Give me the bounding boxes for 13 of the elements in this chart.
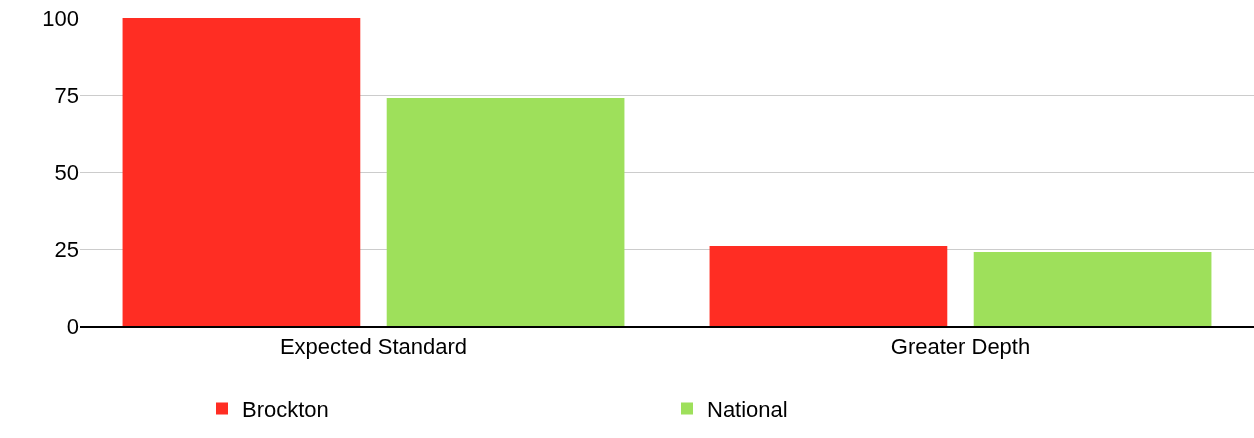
- x-tick-label: Expected Standard: [279, 334, 468, 360]
- legend-label: National: [707, 396, 788, 422]
- bar: [386, 98, 625, 326]
- y-tick-label: 50: [54, 159, 79, 185]
- y-tick-label: 75: [54, 82, 79, 108]
- legend-label: Brockton: [242, 396, 329, 422]
- bar: [709, 245, 948, 326]
- x-tick-label: Greater Depth: [890, 334, 1031, 360]
- bar: [122, 18, 361, 326]
- y-tick-label: 25: [54, 236, 79, 262]
- y-tick-label: 0: [66, 313, 79, 339]
- y-tick-label: 100: [42, 5, 79, 31]
- bar: [973, 252, 1212, 326]
